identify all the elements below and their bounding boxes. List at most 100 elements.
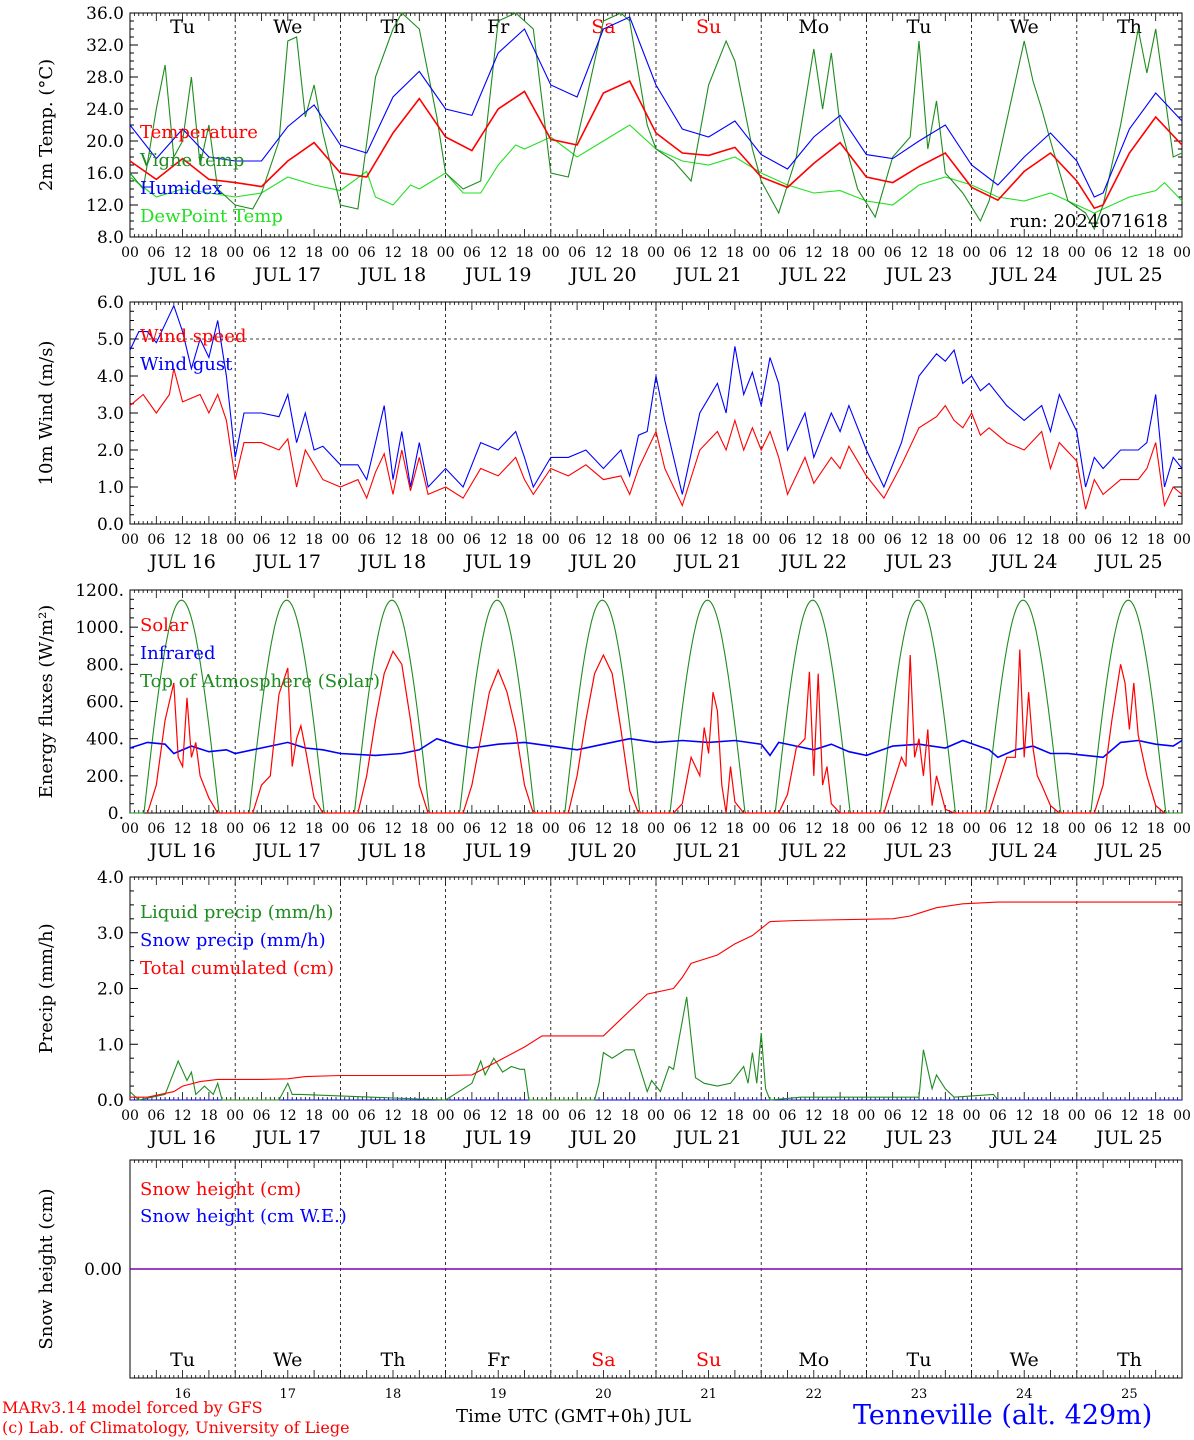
hour-label: 06 bbox=[779, 532, 797, 548]
hour-label: 06 bbox=[463, 1108, 481, 1124]
hour-label: 12 bbox=[489, 245, 507, 261]
date-label: JUL 20 bbox=[568, 264, 636, 286]
date-label: JUL 16 bbox=[147, 1127, 215, 1149]
hour-label: 12 bbox=[489, 532, 507, 548]
weekday-label: Fr bbox=[487, 1349, 510, 1371]
series-line-liquid-precip-mm-h- bbox=[129, 996, 999, 1101]
legend-entry: Snow height (cm) bbox=[140, 1179, 301, 1200]
station-label: Tenneville (alt. 429m) bbox=[853, 1400, 1153, 1431]
weekday-label: Su bbox=[696, 1349, 721, 1371]
date-label: JUL 24 bbox=[989, 551, 1057, 573]
hour-label: 06 bbox=[253, 1108, 271, 1124]
hour-label: 06 bbox=[779, 1108, 797, 1124]
hour-label: 18 bbox=[1042, 821, 1060, 837]
date-label: JUL 23 bbox=[884, 1127, 952, 1149]
hour-label: 18 bbox=[831, 532, 849, 548]
weekday-label: Mo bbox=[798, 1349, 829, 1371]
hour-label: 00 bbox=[857, 1108, 875, 1124]
hour-label: 00 bbox=[1173, 245, 1191, 261]
hour-label: 18 bbox=[200, 1108, 218, 1124]
y-tick-label: 0.00 bbox=[84, 1260, 122, 1280]
hour-label: 06 bbox=[463, 245, 481, 261]
weekday-label: Tu bbox=[907, 16, 932, 38]
hour-label: 12 bbox=[1120, 821, 1138, 837]
day-number-label: 24 bbox=[1016, 1387, 1033, 1402]
weekday-label: Fr bbox=[487, 16, 510, 38]
day-number-label: 23 bbox=[911, 1387, 928, 1402]
legend-entry: Temperature bbox=[140, 122, 258, 143]
hour-label: 18 bbox=[1042, 1108, 1060, 1124]
hour-label: 00 bbox=[963, 1108, 981, 1124]
hour-label: 00 bbox=[437, 1108, 455, 1124]
solar-line bbox=[146, 649, 1165, 814]
y-tick-label: 1200. bbox=[75, 581, 124, 601]
hour-label: 12 bbox=[384, 1108, 402, 1124]
hour-label: 06 bbox=[673, 821, 691, 837]
day-number-label: 18 bbox=[385, 1387, 402, 1402]
date-label: JUL 16 bbox=[147, 840, 215, 862]
hour-label: 12 bbox=[174, 821, 192, 837]
hour-label: 12 bbox=[174, 532, 192, 548]
hour-label: 00 bbox=[1068, 1108, 1086, 1124]
hour-label: 18 bbox=[410, 245, 428, 261]
legend-entry: Snow precip (mm/h) bbox=[140, 930, 326, 951]
hour-label: 06 bbox=[358, 532, 376, 548]
hour-label: 12 bbox=[1015, 532, 1033, 548]
hour-label: 18 bbox=[200, 245, 218, 261]
hour-label: 18 bbox=[936, 821, 954, 837]
hour-label: 00 bbox=[752, 245, 770, 261]
y-tick-label: 36.0 bbox=[86, 4, 124, 24]
hour-label: 00 bbox=[1068, 532, 1086, 548]
hour-label: 18 bbox=[831, 1108, 849, 1124]
hour-label: 12 bbox=[910, 821, 928, 837]
date-label: JUL 19 bbox=[463, 1127, 531, 1149]
hour-label: 18 bbox=[410, 821, 428, 837]
hour-label: 18 bbox=[305, 532, 323, 548]
hour-label: 18 bbox=[1042, 532, 1060, 548]
hour-label: 12 bbox=[279, 821, 297, 837]
hour-label: 00 bbox=[752, 821, 770, 837]
weekday-label: Tu bbox=[907, 1349, 932, 1371]
series-line-vigne-temp bbox=[129, 12, 1183, 231]
legend-entry: Vigne temp bbox=[139, 150, 244, 171]
hour-label: 18 bbox=[726, 245, 744, 261]
hour-label: 00 bbox=[647, 821, 665, 837]
date-label: JUL 21 bbox=[673, 264, 741, 286]
hour-label: 12 bbox=[805, 821, 823, 837]
hour-label: 06 bbox=[884, 1108, 902, 1124]
hour-label: 00 bbox=[857, 821, 875, 837]
hour-label: 06 bbox=[568, 532, 586, 548]
hour-label: 00 bbox=[542, 1108, 560, 1124]
hour-label: 12 bbox=[279, 245, 297, 261]
hour-label: 00 bbox=[542, 532, 560, 548]
hour-label: 12 bbox=[279, 532, 297, 548]
date-label: JUL 25 bbox=[1094, 840, 1162, 862]
hour-label: 12 bbox=[174, 1108, 192, 1124]
y-tick-label: 6.0 bbox=[97, 293, 124, 313]
series-line-dewpoint-temp bbox=[129, 124, 1183, 214]
y-axis-label: Energy fluxes (W/m²) bbox=[36, 605, 57, 799]
weekday-label: We bbox=[1010, 1349, 1039, 1371]
date-label: JUL 19 bbox=[463, 551, 531, 573]
date-label: JUL 18 bbox=[358, 551, 426, 573]
hour-label: 12 bbox=[279, 1108, 297, 1124]
weekday-label: Th bbox=[1117, 1349, 1142, 1371]
hour-label: 06 bbox=[147, 532, 165, 548]
date-label: JUL 21 bbox=[673, 840, 741, 862]
series-line-total-cumulated-cm- bbox=[130, 901, 1182, 1098]
hour-label: 00 bbox=[963, 532, 981, 548]
hour-label: 18 bbox=[200, 532, 218, 548]
hour-label: 18 bbox=[516, 245, 534, 261]
day-number-label: 22 bbox=[806, 1387, 823, 1402]
hour-label: 00 bbox=[226, 532, 244, 548]
hour-label: 06 bbox=[673, 1108, 691, 1124]
legend-entry: Humidex bbox=[140, 178, 222, 199]
series-line-wind-gust bbox=[129, 304, 1183, 495]
hour-label: 06 bbox=[568, 245, 586, 261]
hour-label: 06 bbox=[1094, 245, 1112, 261]
hour-label: 18 bbox=[410, 532, 428, 548]
date-label: JUL 23 bbox=[884, 551, 952, 573]
hour-label: 00 bbox=[121, 245, 139, 261]
hour-label: 00 bbox=[437, 821, 455, 837]
hour-label: 12 bbox=[594, 532, 612, 548]
